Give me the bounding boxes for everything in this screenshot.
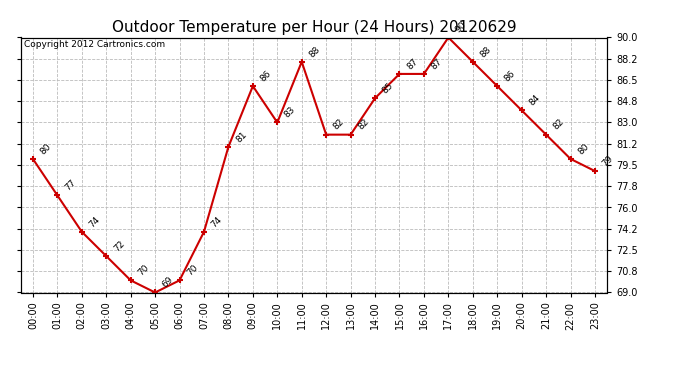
Text: 90: 90 (454, 20, 469, 35)
Text: 70: 70 (136, 263, 150, 278)
Text: 74: 74 (210, 214, 224, 229)
Title: Outdoor Temperature per Hour (24 Hours) 20120629: Outdoor Temperature per Hour (24 Hours) … (112, 20, 516, 35)
Text: 79: 79 (600, 154, 615, 168)
Text: 84: 84 (527, 93, 542, 108)
Text: 87: 87 (429, 57, 444, 71)
Text: 72: 72 (112, 239, 126, 253)
Text: 70: 70 (185, 263, 199, 278)
Text: 82: 82 (332, 117, 346, 132)
Text: 83: 83 (283, 105, 297, 120)
Text: 80: 80 (39, 142, 53, 156)
Text: 82: 82 (552, 117, 566, 132)
Text: 69: 69 (161, 275, 175, 290)
Text: 82: 82 (356, 117, 371, 132)
Text: 74: 74 (88, 214, 101, 229)
Text: 81: 81 (234, 129, 248, 144)
Text: Copyright 2012 Cartronics.com: Copyright 2012 Cartronics.com (23, 40, 165, 49)
Text: 88: 88 (478, 45, 493, 59)
Text: 80: 80 (576, 142, 591, 156)
Text: 85: 85 (381, 81, 395, 95)
Text: 87: 87 (405, 57, 420, 71)
Text: 86: 86 (503, 69, 518, 83)
Text: 88: 88 (307, 45, 322, 59)
Text: 86: 86 (259, 69, 273, 83)
Text: 77: 77 (63, 178, 77, 193)
